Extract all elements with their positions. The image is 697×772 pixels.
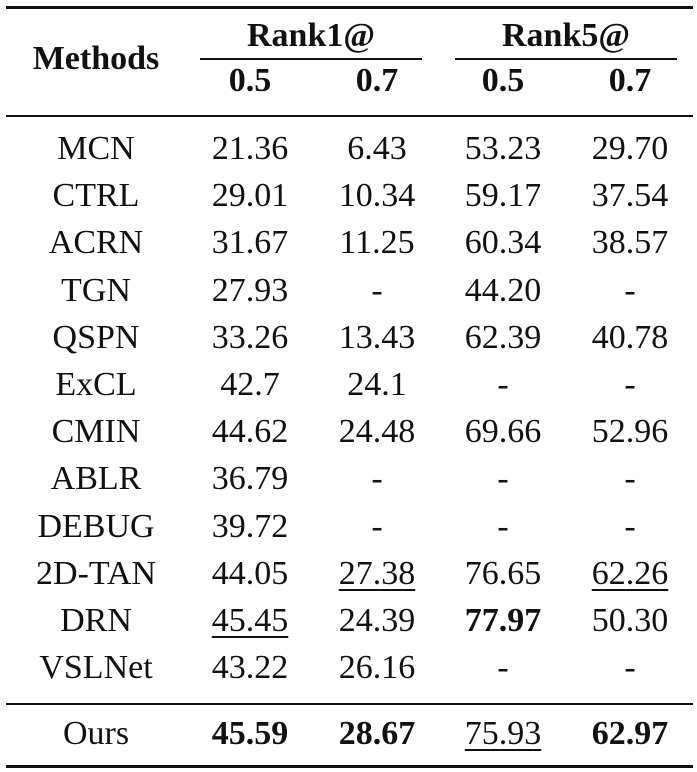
value-cell: 59.17 — [464, 177, 542, 215]
header-rank5-0.5: 0.5 — [481, 62, 525, 99]
value-cell: 60.34 — [464, 224, 542, 262]
value-cell: 62.39 — [464, 318, 542, 356]
method-cell: ABLR — [50, 460, 142, 498]
value-cell: 24.39 — [338, 602, 416, 639]
value-cell: 77.97 — [464, 602, 542, 639]
method-cell: ACRN — [48, 224, 144, 262]
value-cell: 13.43 — [338, 318, 416, 356]
value-cell: - — [371, 460, 383, 498]
value-cell: - — [624, 460, 636, 498]
value-cell: - — [497, 649, 509, 687]
header-methods: Methods — [32, 40, 160, 77]
method-cell: ExCL — [55, 366, 137, 403]
value-cell: 76.65 — [464, 554, 542, 592]
value-cell: - — [624, 649, 636, 687]
value-cell: - — [624, 271, 636, 309]
header-rule — [6, 115, 693, 117]
method-cell: VSLNet — [39, 649, 153, 687]
value-cell: 11.25 — [339, 224, 415, 262]
rank5-group-rule — [455, 58, 677, 60]
value-cell: 28.67 — [338, 715, 416, 752]
method-cell: CMIN — [51, 413, 141, 451]
value-cell: - — [624, 366, 636, 403]
method-cell: MCN — [57, 130, 135, 167]
value-cell: 44.62 — [211, 413, 289, 451]
value-cell: 27.93 — [211, 271, 289, 309]
value-cell: 33.26 — [211, 318, 289, 356]
method-cell: QSPN — [52, 318, 140, 356]
header-rank5-0.7: 0.7 — [608, 62, 652, 99]
value-cell: 26.16 — [338, 649, 416, 687]
value-cell: 29.01 — [211, 177, 289, 215]
method-cell: 2D-TAN — [35, 554, 157, 592]
value-cell: - — [371, 271, 383, 309]
method-cell: DRN — [60, 602, 132, 639]
value-cell: - — [497, 366, 509, 403]
bottom-rule — [6, 765, 693, 768]
header-rank1-0.5: 0.5 — [228, 62, 272, 99]
value-cell: 21.36 — [211, 130, 289, 167]
method-cell: TGN — [61, 271, 131, 309]
value-cell: 24.1 — [347, 366, 407, 403]
value-cell: 52.96 — [591, 413, 669, 451]
method-cell: CTRL — [52, 177, 140, 215]
value-cell: 50.30 — [591, 602, 669, 639]
value-cell: - — [497, 460, 509, 498]
value-cell: 43.22 — [211, 649, 289, 687]
value-cell: 69.66 — [464, 413, 542, 451]
value-cell: - — [624, 507, 636, 545]
value-cell: 75.93 — [464, 715, 542, 752]
value-cell: 44.20 — [464, 271, 542, 309]
value-cell: 29.70 — [591, 130, 669, 167]
header-rank5: Rank5@ — [502, 17, 630, 54]
value-cell: 27.38 — [338, 554, 416, 592]
top-rule — [6, 6, 693, 9]
ours-separator-rule — [6, 703, 693, 705]
value-cell: - — [371, 507, 383, 545]
value-cell: 45.45 — [211, 602, 289, 639]
value-cell: 36.79 — [211, 460, 289, 498]
value-cell: 37.54 — [591, 177, 669, 215]
value-cell: 10.34 — [338, 177, 416, 215]
value-cell: 62.26 — [591, 554, 669, 592]
value-cell: 38.57 — [591, 224, 669, 262]
method-cell: DEBUG — [37, 507, 155, 545]
value-cell: 6.43 — [347, 130, 407, 167]
method-cell: Ours — [62, 715, 130, 752]
value-cell: 45.59 — [211, 715, 289, 752]
value-cell: 62.97 — [591, 715, 669, 752]
header-rank1: Rank1@ — [247, 17, 375, 54]
value-cell: 42.7 — [220, 366, 280, 403]
value-cell: 31.67 — [211, 224, 289, 262]
value-cell: 40.78 — [591, 318, 669, 356]
value-cell: 24.48 — [338, 413, 416, 451]
value-cell: 39.72 — [211, 507, 289, 545]
value-cell: - — [497, 507, 509, 545]
header-rank1-0.7: 0.7 — [355, 62, 399, 99]
value-cell: 53.23 — [464, 130, 542, 167]
rank1-group-rule — [200, 58, 422, 60]
value-cell: 44.05 — [211, 554, 289, 592]
